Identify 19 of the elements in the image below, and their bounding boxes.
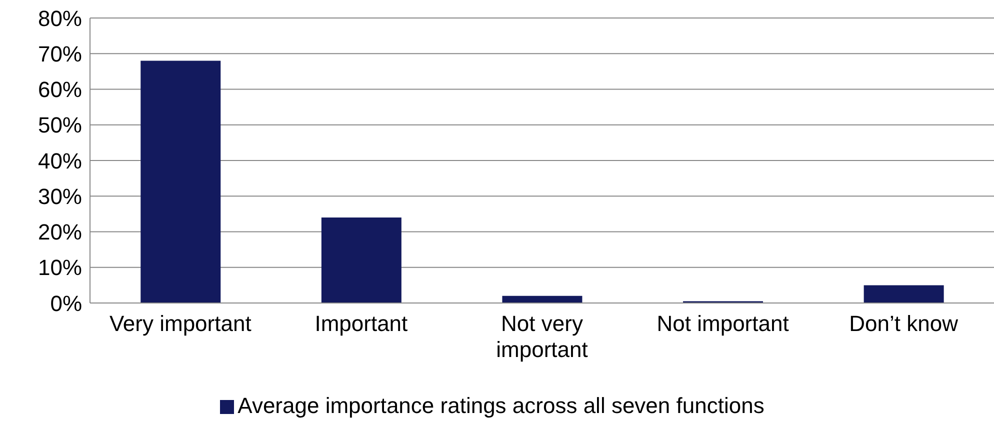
y-tick-label: 40%	[38, 148, 82, 174]
bar	[864, 285, 944, 303]
bar	[502, 296, 582, 303]
x-tick-label: Not very important	[496, 311, 588, 362]
x-tick-label: Very important	[109, 311, 252, 336]
y-tick-label: 60%	[38, 77, 82, 102]
y-tick-label: 10%	[38, 255, 82, 280]
y-tick-label: 50%	[38, 112, 82, 138]
legend-label: Average importance ratings across all seven functions	[238, 393, 764, 418]
y-tick-label: 20%	[38, 220, 82, 245]
x-tick-label: Important	[314, 311, 408, 336]
bar	[140, 60, 221, 303]
y-tick-label: 0%	[50, 290, 82, 316]
bar	[321, 218, 402, 303]
x-tick-label: Don’t know	[849, 311, 958, 336]
y-tick-label: 30%	[38, 184, 82, 209]
x-tick-label: Not important	[656, 311, 789, 336]
y-tick-label: 80%	[38, 6, 82, 31]
y-tick-label: 70%	[38, 41, 82, 66]
